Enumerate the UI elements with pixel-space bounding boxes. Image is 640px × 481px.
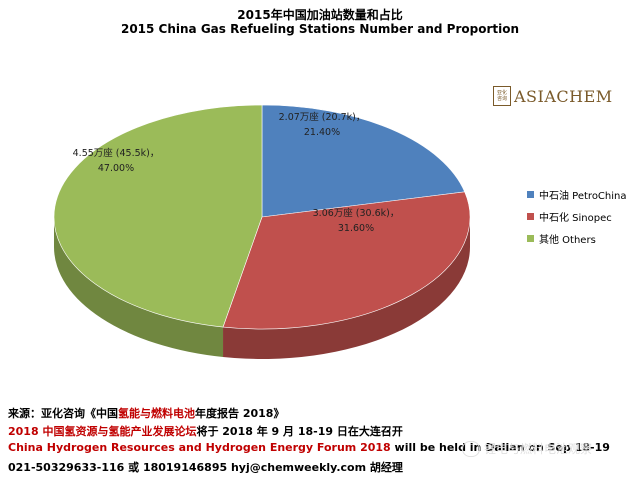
legend-swatch bbox=[527, 212, 534, 220]
source-highlight: 氢能与燃料电池 bbox=[118, 407, 195, 420]
legend-item-others: 其他 Others bbox=[527, 227, 627, 249]
pie-chart: 2.07万座 (20.7k)， 21.40% 3.06万座 (30.6k)， 31.6… bbox=[53, 104, 471, 359]
forum-en-detail: will be held in Dalian on Sep 18-19 bbox=[390, 441, 610, 454]
watermark: 锂电与燃料电池观察 bbox=[462, 440, 592, 457]
chart-subtitle: 2015 China Gas Refueling Stations Number… bbox=[120, 22, 520, 36]
slice-sinopec-percent-label: 31.60% bbox=[338, 223, 374, 234]
legend-label: 中石化 Sinopec bbox=[539, 212, 612, 224]
slice-others-percent-label: 47.00% bbox=[98, 163, 134, 174]
slice-petrochina bbox=[261, 104, 466, 218]
footer-source: 来源：亚化咨询《中国氢能与燃料电池年度报告 2018》 bbox=[8, 405, 284, 421]
logo-brand: ASIACHEM bbox=[514, 86, 613, 106]
forum-cn-detail: 将于 2018 年 9 月 18-19 日在大连召开 bbox=[196, 425, 403, 438]
legend-label: 其他 Others bbox=[539, 234, 596, 246]
legend-swatch bbox=[527, 190, 534, 198]
legend-swatch bbox=[527, 234, 534, 242]
pie-tops bbox=[53, 104, 471, 330]
slice-others-value-label: 4.55万座 (45.5k)， bbox=[73, 147, 160, 159]
seal-icon: 亚化咨询 bbox=[493, 86, 511, 106]
slice-sinopec-side bbox=[223, 217, 470, 359]
legend: 中石油 PetroChina 中石化 Sinopec 其他 Others bbox=[527, 183, 627, 249]
source-prefix: 来源：亚化咨询《中国 bbox=[8, 407, 118, 420]
footer-forum-en: China Hydrogen Resources and Hydrogen En… bbox=[8, 441, 610, 454]
pie-sides bbox=[54, 217, 470, 359]
watermark-text: 锂电与燃料电池观察 bbox=[484, 442, 593, 456]
source-suffix: 年度报告 2018》 bbox=[195, 407, 285, 420]
slice-others bbox=[53, 104, 263, 328]
legend-item-petrochina: 中石油 PetroChina bbox=[527, 183, 627, 205]
footer-forum-cn: 2018 中国氢资源与氢能产业发展论坛将于 2018 年 9 月 18-19 日… bbox=[8, 423, 403, 439]
forum-en-title: China Hydrogen Resources and Hydrogen En… bbox=[8, 441, 391, 454]
footer-contact: 021-50329633-116 或 18019146895 hyj@chemw… bbox=[8, 461, 403, 474]
asiachem-logo: 亚化咨询 ASIACHEM bbox=[493, 86, 613, 106]
slice-sinopec-value-label: 3.06万座 (30.6k)， bbox=[313, 207, 400, 219]
legend-item-sinopec: 中石化 Sinopec bbox=[527, 205, 627, 227]
slice-petrochina-percent-label: 21.40% bbox=[304, 127, 340, 138]
slice-petrochina-value-label: 2.07万座 (20.7k)， bbox=[279, 111, 366, 123]
pie-labels: 2.07万座 (20.7k)， 21.40% 3.06万座 (30.6k)， 31.6… bbox=[73, 111, 400, 234]
wechat-icon bbox=[462, 440, 480, 457]
legend-label: 中石油 PetroChina bbox=[539, 190, 627, 202]
chart-title: 2015年中国加油站数量和占比 bbox=[237, 8, 403, 22]
slice-others-side bbox=[54, 217, 224, 358]
forum-cn-title: 2018 中国氢资源与氢能产业发展论坛 bbox=[8, 425, 197, 438]
slice-sinopec bbox=[222, 191, 471, 330]
